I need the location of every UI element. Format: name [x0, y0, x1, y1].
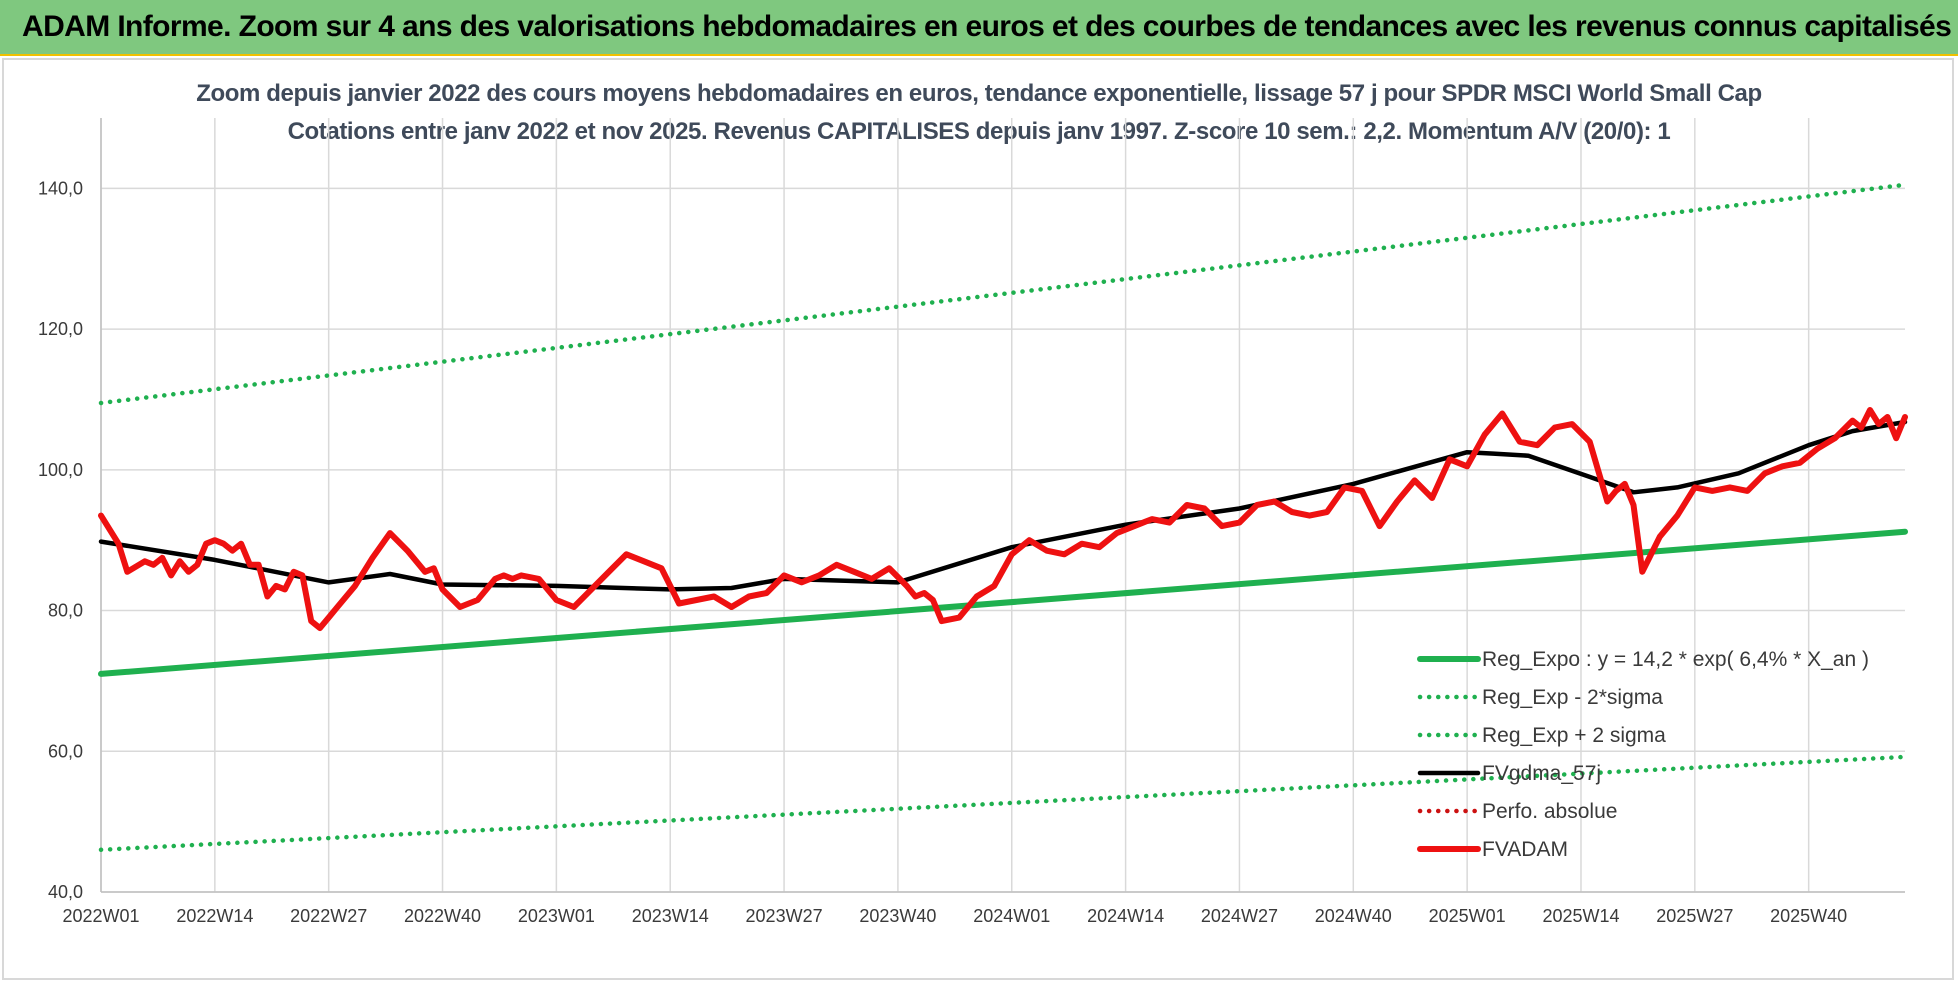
x-tick-label: 2023W01 [518, 906, 595, 926]
x-tick-label: 2024W27 [1201, 906, 1278, 926]
x-tick-label: 2025W14 [1542, 906, 1619, 926]
series-line-5 [98, 407, 1908, 632]
chart-frame [2, 58, 1954, 980]
x-tick-label: 2022W01 [62, 906, 139, 926]
series-line-2 [98, 182, 1908, 406]
x-tick-label: 2022W27 [290, 906, 367, 926]
series-line-0 [98, 528, 1908, 677]
gridlines [100, 118, 1905, 893]
x-tick-label: 2025W01 [1429, 906, 1506, 926]
x-tick-label: 2022W14 [176, 906, 253, 926]
legend: Reg_Expo : y = 14,2 * exp( 6,4% * X_an )… [1417, 648, 1869, 861]
report-title: ADAM Informe. Zoom sur 4 ans des valoris… [22, 10, 1952, 43]
x-tick-label: 2025W27 [1656, 906, 1733, 926]
series-layer [98, 182, 1908, 853]
report-banner: ADAM Informe. Zoom sur 4 ans des valoris… [0, 0, 1958, 56]
y-tick-label: 60,0 [48, 741, 83, 761]
y-tick-label: 100,0 [38, 460, 83, 480]
series-line-1 [98, 754, 1908, 853]
y-tick-label: 120,0 [38, 319, 83, 339]
legend-label-1: Reg_Exp - 2*sigma [1482, 686, 1663, 709]
series-line-3 [98, 419, 1908, 592]
axis-tick-labels: 40,0 60,0 80,0 100,0 120,0 140,0 2022W01 2022W1… [38, 178, 1847, 926]
legend-label-0: Reg_Expo : y = 14,2 * exp( 6,4% * X_an ) [1482, 648, 1869, 671]
legend-label-3: FVgdma_57j [1482, 762, 1601, 785]
chart-title: Zoom depuis janvier 2022 des cours moyen… [196, 80, 1762, 107]
legend-label-2: Reg_Exp + 2 sigma [1482, 724, 1666, 747]
y-tick-label: 40,0 [48, 882, 83, 902]
x-tick-label: 2023W27 [746, 906, 823, 926]
legend-label-5: FVADAM [1482, 838, 1568, 861]
x-tick-label: 2024W01 [973, 906, 1050, 926]
x-tick-label: 2024W14 [1087, 906, 1164, 926]
x-tick-label: 2023W40 [859, 906, 936, 926]
chart-subtitle: Cotations entre janv 2022 et nov 2025. R… [287, 118, 1671, 145]
x-tick-label: 2024W40 [1315, 906, 1392, 926]
y-tick-label: 140,0 [38, 178, 83, 198]
x-tick-label: 2023W14 [632, 906, 709, 926]
legend-label-4: Perfo. absolue [1482, 800, 1617, 823]
x-tick-label: 2022W40 [404, 906, 481, 926]
x-tick-label: 2025W40 [1770, 906, 1847, 926]
y-tick-label: 80,0 [48, 601, 83, 621]
